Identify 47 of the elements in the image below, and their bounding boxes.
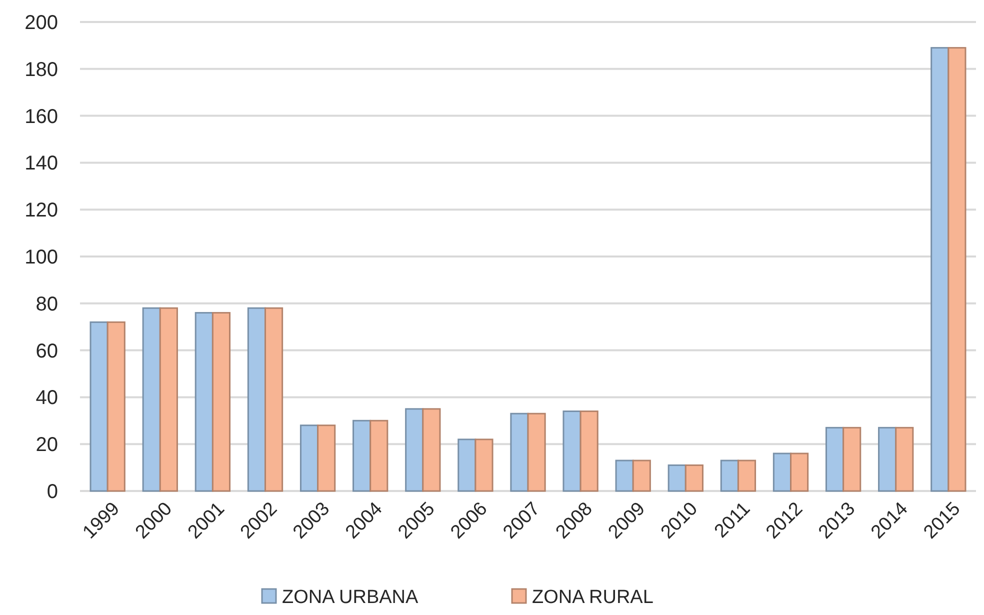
bar (317, 424, 336, 492)
bar (159, 307, 178, 492)
y-tick-label: 100 (24, 246, 58, 268)
bar (562, 410, 582, 492)
bar (825, 426, 844, 492)
bar (684, 464, 704, 492)
bar (510, 412, 529, 492)
y-tick-label: 20 (36, 434, 58, 456)
bar (370, 420, 388, 492)
bar (895, 426, 914, 492)
bar (720, 460, 739, 492)
bar (405, 408, 424, 492)
y-tick-label: 120 (24, 200, 58, 222)
y-tick-label: 180 (24, 58, 58, 81)
bar (300, 424, 319, 492)
legend-label: ZONA RURAL (532, 587, 654, 608)
bar (632, 460, 651, 492)
bar (90, 321, 108, 492)
y-tick-label: 80 (36, 293, 58, 316)
bar (194, 312, 214, 492)
y-tick-label: 0 (46, 481, 58, 503)
y-tick-label: 160 (24, 106, 58, 128)
bar (422, 408, 441, 492)
bar (615, 460, 634, 492)
bar (264, 307, 284, 492)
bar (668, 464, 686, 492)
bar (878, 426, 897, 492)
bar (458, 438, 476, 492)
y-tick-label: 40 (36, 387, 58, 410)
bar (474, 438, 494, 492)
bar (106, 321, 126, 492)
y-tick-label: 200 (24, 12, 58, 34)
bar (527, 412, 546, 492)
y-tick-label: 60 (36, 340, 58, 362)
bar (772, 452, 792, 492)
legend-label: ZONA URBANA (282, 587, 419, 608)
bar (580, 410, 598, 492)
bar (790, 452, 809, 492)
bar (948, 47, 966, 492)
bar (247, 307, 266, 492)
bar (352, 420, 372, 492)
bar (842, 426, 862, 492)
y-tick-label: 140 (24, 152, 58, 175)
bar (212, 312, 231, 492)
bar (930, 47, 950, 492)
bar (737, 460, 756, 492)
bar (142, 307, 161, 492)
